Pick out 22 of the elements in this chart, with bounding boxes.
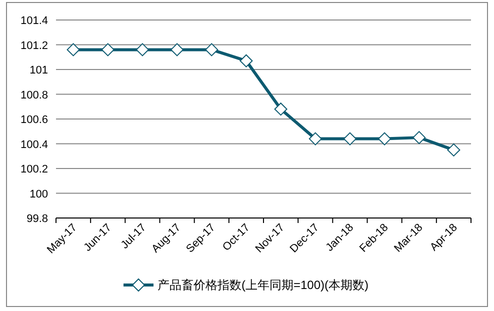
point	[101, 43, 114, 56]
point	[378, 132, 392, 146]
point	[170, 43, 184, 56]
point	[308, 132, 322, 146]
point	[343, 132, 356, 146]
legend-label: 产品畜价格指数(上年同期=100)(本期数)	[157, 278, 369, 292]
point	[447, 143, 460, 156]
point	[240, 54, 253, 68]
point	[66, 43, 80, 56]
point	[136, 43, 149, 56]
point	[412, 131, 426, 144]
y-tick-label: 100.2	[20, 164, 48, 176]
y-tick-label: 100.8	[20, 89, 48, 102]
point	[274, 102, 288, 116]
y-tick-label: 99.8	[26, 213, 48, 225]
y-tick-label: 101	[30, 64, 48, 76]
y-tick-label: 100	[30, 188, 48, 200]
point	[205, 43, 218, 56]
y-tick-label: 101.2	[20, 40, 48, 52]
y-tick-label: 101.4	[20, 15, 48, 27]
y-tick-label: 100.4	[20, 138, 48, 151]
y-tick-label: 100.6	[20, 114, 48, 126]
